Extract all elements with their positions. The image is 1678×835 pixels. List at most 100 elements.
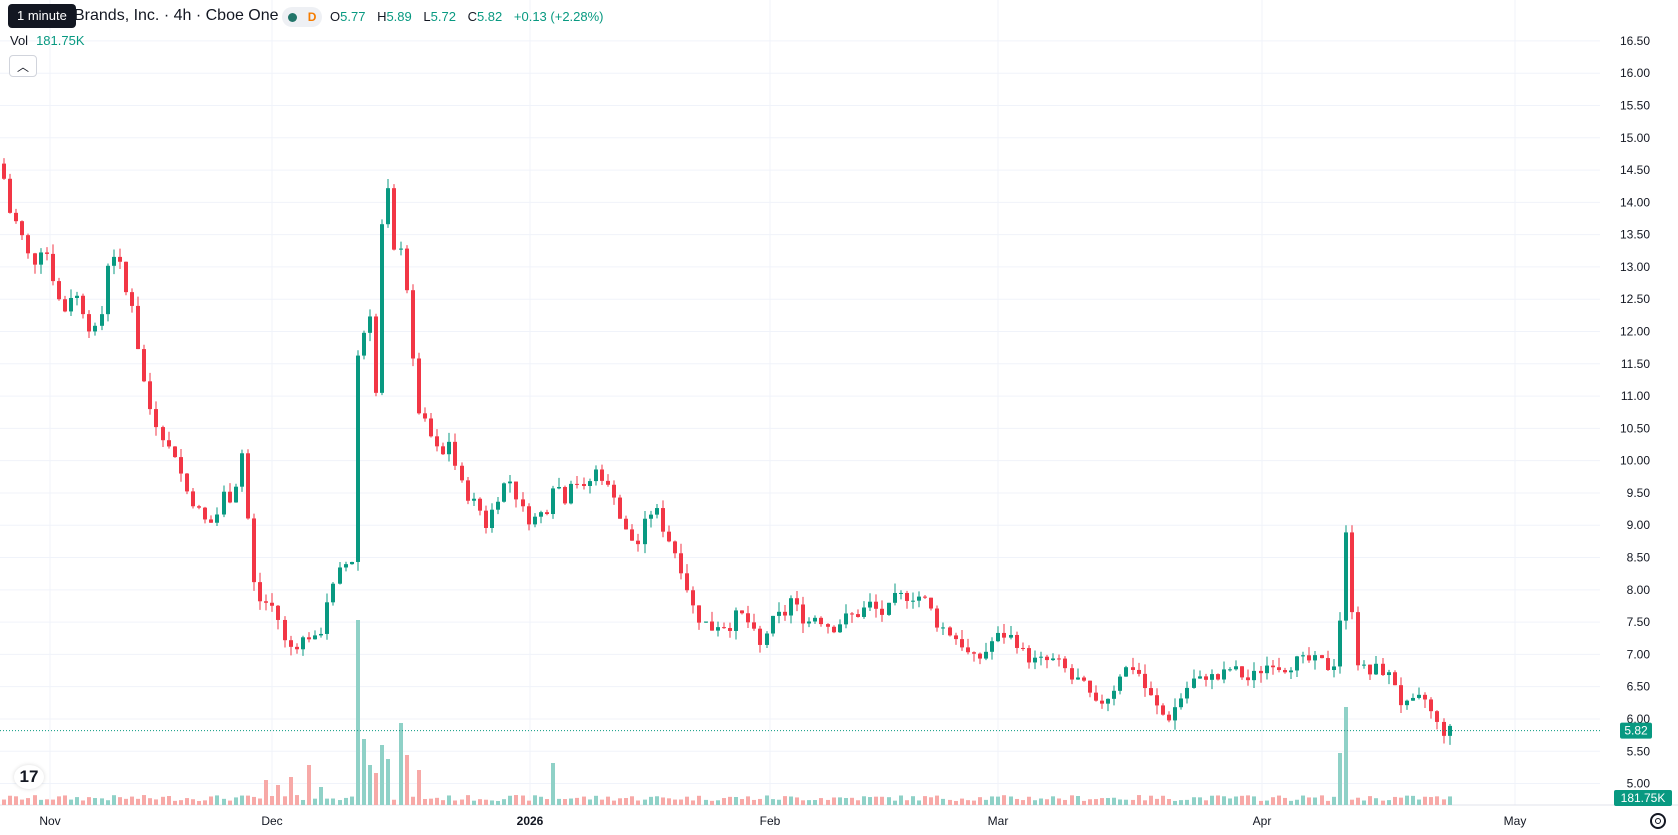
candle-body: [386, 188, 390, 225]
volume-bar: [386, 759, 390, 805]
candle-body: [722, 627, 726, 629]
candle-body: [203, 507, 207, 520]
volume-bar: [173, 800, 177, 805]
price-axis[interactable]: 5.00 5.50 6.00 6.50 7.00 7.50 8.00 8.50 9.00 9.50…: [1614, 34, 1672, 806]
volume-bar: [655, 796, 659, 805]
volume-bar: [142, 795, 146, 805]
candle-body: [1094, 692, 1098, 701]
volume-bar: [270, 796, 274, 805]
volume-bar: [1283, 797, 1287, 805]
candle-body: [75, 295, 79, 298]
candle-body: [862, 607, 866, 617]
volume-bar: [1374, 798, 1378, 805]
candle-body: [399, 248, 403, 250]
volume-bar: [807, 800, 811, 805]
volume-bar: [850, 797, 854, 805]
collapse-legend-button[interactable]: ︿: [9, 55, 37, 77]
candle-body: [447, 441, 451, 455]
volume-bar: [893, 800, 897, 805]
volume-bar: [136, 798, 140, 805]
candle-body: [905, 592, 909, 601]
candle-body: [26, 235, 30, 254]
candle-body: [1063, 658, 1067, 669]
candle-body: [411, 290, 415, 359]
volume-bar: [405, 755, 409, 805]
candle-body: [685, 573, 689, 591]
candle-body: [539, 512, 543, 517]
volume-bar: [612, 800, 616, 805]
candle-body: [240, 453, 244, 487]
time-tick-label: Dec: [261, 814, 282, 828]
candle-body: [466, 480, 470, 501]
symbol-title[interactable]: Brands, Inc. · 4h · Cboe One: [74, 7, 279, 24]
volume-bar: [399, 723, 403, 805]
candle-body: [630, 529, 634, 541]
time-axis[interactable]: Nov Dec 2026 Feb Mar Apr May: [39, 814, 1526, 828]
candle-body: [1057, 658, 1061, 660]
price-tick-label: 9.50: [1627, 486, 1651, 500]
candle-body: [1118, 676, 1122, 691]
volume-bar: [1033, 800, 1037, 805]
volume-bar: [87, 797, 91, 805]
candle-body: [2, 163, 6, 179]
candle-body: [325, 602, 329, 634]
candle-body: [295, 646, 299, 650]
candle-body: [1295, 656, 1299, 671]
candle-body: [484, 510, 488, 528]
market-status-pill[interactable]: D: [282, 7, 322, 27]
price-tick-label: 12.50: [1620, 292, 1650, 306]
volume-bar: [795, 797, 799, 805]
volume-bar: [380, 745, 384, 805]
volume-bar: [185, 798, 189, 805]
candle-body: [1161, 705, 1165, 715]
price-tick-label: 9.00: [1627, 518, 1651, 532]
volume-bar: [191, 799, 195, 805]
volume-bar: [1112, 797, 1116, 805]
candle-body: [551, 488, 555, 515]
volume-bar: [1192, 797, 1196, 805]
chevron-up-icon: ︿: [16, 59, 29, 74]
price-tick-label: 6.50: [1627, 680, 1651, 694]
price-tick-label: 10.50: [1620, 421, 1650, 435]
volume-bar: [905, 800, 909, 805]
volume-bar: [374, 773, 378, 805]
last-volume-badge: [1614, 790, 1672, 806]
candle-body: [643, 518, 647, 545]
volume-bar: [539, 796, 543, 805]
close-value: 5.82: [476, 9, 503, 24]
candle-body: [813, 617, 817, 622]
volume-bar: [14, 796, 18, 805]
candle-body: [246, 453, 250, 519]
volume-bar: [472, 800, 476, 805]
volume-value: 181.75K: [36, 33, 85, 48]
volume-bar: [972, 800, 976, 805]
candle-body: [1185, 687, 1189, 699]
candle-body: [923, 596, 927, 598]
tradingview-logo-icon[interactable]: 17: [14, 765, 44, 789]
candle-body: [39, 252, 43, 265]
candle-body: [569, 483, 573, 504]
volume-bars: [2, 620, 1452, 805]
candle-body: [948, 627, 952, 636]
candle-body: [1246, 677, 1250, 681]
volume-bar: [112, 795, 116, 805]
candle-body: [252, 518, 256, 583]
candle-body: [307, 637, 311, 640]
candle-body: [258, 582, 262, 602]
candle-body: [612, 484, 616, 498]
volume-bar: [289, 777, 293, 805]
candle-body: [929, 597, 933, 609]
volume-bar: [1393, 796, 1397, 805]
gear-icon[interactable]: [1650, 813, 1666, 829]
volume-bar: [325, 798, 329, 805]
candle-body: [1228, 669, 1232, 671]
volume-bar: [392, 799, 396, 805]
volume-bar: [1295, 799, 1299, 805]
volume-bar: [1228, 798, 1232, 805]
candle-body: [966, 647, 970, 653]
interval-tooltip: 1 minute: [8, 4, 76, 28]
candle-body: [100, 314, 104, 326]
candle-body: [740, 610, 744, 614]
price-tick-label: 5.00: [1627, 777, 1651, 791]
